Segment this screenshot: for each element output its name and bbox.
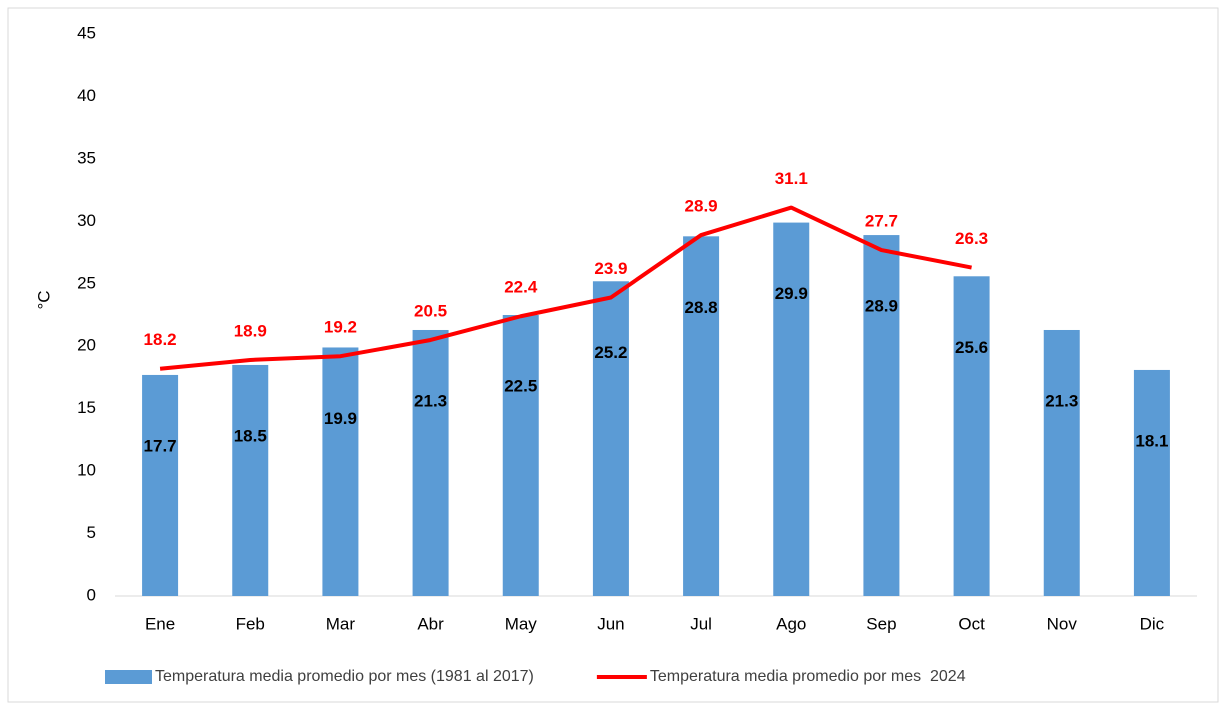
bar-value-label: 29.9	[775, 284, 808, 303]
x-tick-label: Sep	[866, 614, 896, 633]
line-value-label: 31.1	[775, 169, 808, 188]
bar	[1133, 369, 1170, 596]
bar-value-label: 19.9	[324, 409, 357, 428]
line-value-label: 18.9	[234, 321, 267, 340]
bar-value-label: 21.3	[414, 391, 447, 410]
x-tick-label: Ago	[776, 614, 806, 633]
legend-swatch	[105, 670, 152, 684]
legend-label: Temperatura media promedio por mes 2024	[650, 668, 966, 685]
y-tick-label: 25	[77, 273, 96, 292]
y-axis-label: °C	[34, 290, 53, 309]
line-value-label: 18.2	[144, 330, 177, 349]
bar	[683, 236, 720, 596]
bar-value-label: 18.5	[234, 426, 267, 445]
bar	[592, 281, 629, 596]
line-value-label: 23.9	[594, 259, 627, 278]
y-tick-label: 20	[77, 336, 96, 355]
x-tick-label: Feb	[236, 614, 265, 633]
x-tick-label: Mar	[326, 614, 356, 633]
line-value-label: 22.4	[504, 278, 538, 297]
y-tick-label: 10	[77, 461, 96, 480]
line-value-label: 19.2	[324, 318, 357, 337]
bar	[142, 374, 179, 596]
y-tick-label: 0	[87, 585, 96, 604]
line-value-label: 28.9	[685, 197, 718, 216]
bar-value-label: 21.3	[1045, 391, 1078, 410]
x-tick-label: Jun	[597, 614, 624, 633]
bar	[502, 315, 539, 596]
y-tick-label: 15	[77, 398, 96, 417]
bar-value-label: 28.9	[865, 297, 898, 316]
x-tick-label: Jul	[690, 614, 712, 633]
y-tick-label: 45	[77, 23, 96, 42]
bar	[1043, 329, 1080, 596]
bar	[322, 347, 359, 596]
bar	[773, 222, 810, 597]
bar	[232, 364, 269, 596]
bar	[953, 276, 990, 596]
y-tick-label: 40	[77, 86, 96, 105]
legend-label: Temperatura media promedio por mes (1981…	[155, 668, 534, 685]
x-tick-label: Abr	[417, 614, 444, 633]
bar-value-label: 22.5	[504, 376, 537, 395]
bar	[863, 235, 900, 596]
line-value-label: 20.5	[414, 301, 447, 320]
line-value-label: 27.7	[865, 212, 898, 231]
bar	[412, 329, 449, 596]
x-tick-label: Nov	[1047, 614, 1078, 633]
bar-value-label: 25.6	[955, 338, 988, 357]
y-tick-label: 35	[77, 148, 96, 167]
x-tick-label: Ene	[145, 614, 175, 633]
line-value-label: 26.3	[955, 229, 988, 248]
y-tick-label: 30	[77, 211, 96, 230]
bar-value-label: 25.2	[594, 343, 627, 362]
bar-value-label: 18.1	[1135, 431, 1168, 450]
bar-value-label: 28.8	[685, 298, 718, 317]
bar-value-label: 17.7	[144, 436, 177, 455]
x-tick-label: Oct	[958, 614, 985, 633]
y-tick-label: 5	[87, 523, 96, 542]
x-tick-label: Dic	[1140, 614, 1165, 633]
line	[159, 205, 972, 371]
x-tick-label: May	[505, 614, 538, 633]
